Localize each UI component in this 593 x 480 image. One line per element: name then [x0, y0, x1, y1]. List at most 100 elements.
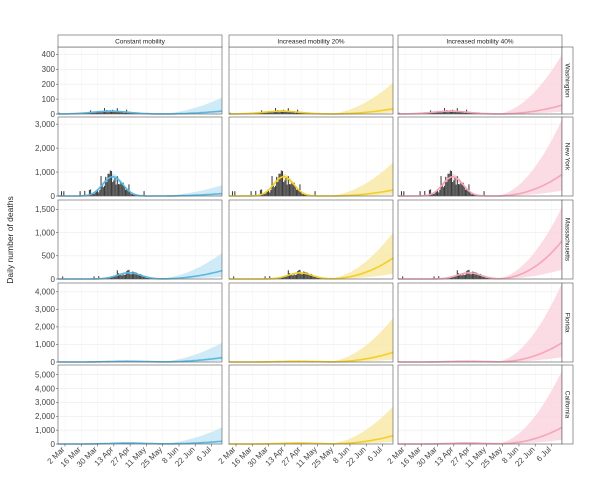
y-axis-title: Daily number of deaths	[5, 196, 15, 283]
observed-bar	[463, 274, 465, 279]
observed-bar	[299, 269, 301, 279]
observed-bar	[94, 112, 96, 114]
observed-bar	[124, 111, 126, 114]
observed-bar	[453, 111, 455, 114]
observed-bar	[123, 112, 125, 114]
y-tick-label: 1,000	[35, 426, 56, 435]
panel-border	[228, 116, 394, 197]
observed-bar	[275, 185, 277, 196]
observed-bar	[140, 273, 142, 279]
observed-bar	[255, 190, 257, 196]
panel-border	[57, 364, 223, 445]
observed-bar	[462, 111, 464, 114]
observed-bar	[299, 112, 301, 114]
observed-bar	[145, 278, 147, 279]
observed-bar	[110, 171, 113, 196]
observed-bar	[290, 184, 292, 196]
observed-bar	[288, 273, 291, 279]
observed-bar	[457, 112, 460, 114]
observed-bar	[484, 276, 486, 279]
observed-bar	[312, 274, 314, 279]
observed-bar	[467, 270, 469, 279]
observed-bar	[93, 111, 95, 114]
observed-bar	[117, 184, 120, 196]
observed-bar	[84, 190, 86, 196]
x-tick-label: 6 Jul	[535, 445, 553, 463]
observed-bar	[137, 274, 139, 279]
observed-bar	[276, 111, 278, 114]
observed-bar	[273, 187, 275, 196]
observed-bar	[461, 183, 463, 196]
observed-bar	[109, 277, 111, 279]
observed-bar	[279, 278, 281, 279]
observed-bar	[113, 275, 115, 279]
observed-bar	[93, 276, 95, 279]
observed-bar	[450, 111, 453, 114]
observed-bar	[278, 278, 280, 279]
row-strip	[561, 46, 574, 115]
mean-line	[398, 173, 563, 197]
observed-bar	[295, 189, 297, 196]
row-strip	[561, 364, 574, 445]
y-tick-label: 200	[42, 80, 56, 89]
observed-bar	[488, 277, 490, 279]
row-strip	[561, 282, 574, 363]
y-tick-label: 0	[51, 110, 56, 119]
observed-bar	[449, 277, 451, 279]
y-tick-label: 1,000	[35, 228, 56, 237]
observed-bar	[284, 111, 286, 114]
observed-bar	[437, 189, 439, 196]
observed-bar	[471, 193, 473, 196]
y-tick-label: 3,000	[35, 398, 56, 407]
column-strip	[57, 34, 223, 48]
observed-bar	[306, 195, 308, 196]
observed-bar	[108, 278, 110, 279]
observed-bar	[264, 276, 266, 279]
observed-bar	[314, 191, 316, 196]
observed-bar	[455, 184, 457, 196]
column-strip-label: Constant mobility	[115, 39, 166, 46]
observed-bar	[442, 110, 444, 114]
observed-bar	[283, 181, 285, 196]
observed-bar	[288, 112, 291, 114]
observed-bar	[136, 273, 138, 279]
observed-bar	[439, 189, 441, 196]
observed-bar	[143, 191, 145, 196]
observed-bar	[286, 111, 288, 114]
observed-bar	[455, 111, 457, 114]
observed-bar	[135, 195, 137, 196]
y-tick-label: 5,000	[35, 371, 56, 380]
y-tick-label: 300	[42, 65, 56, 74]
uncertainty-band	[58, 173, 222, 196]
observed-bar	[126, 189, 128, 196]
observed-bar	[461, 112, 463, 114]
observed-bar	[133, 271, 135, 279]
observed-bar	[302, 193, 304, 196]
observed-bar	[459, 111, 461, 114]
observed-bar	[300, 191, 302, 196]
y-tick-label: 2,000	[35, 144, 56, 153]
observed-bar	[268, 189, 270, 196]
observed-bar	[288, 184, 291, 196]
observed-bar	[459, 274, 461, 279]
observed-bar	[306, 272, 308, 279]
observed-bar	[127, 112, 129, 114]
observed-bar	[130, 274, 132, 279]
observed-bar	[142, 276, 144, 279]
y-tick-label: 400	[42, 50, 56, 59]
observed-bar	[475, 195, 477, 196]
observed-bar	[468, 112, 470, 114]
observed-bar	[112, 181, 114, 196]
panel-border	[228, 199, 394, 280]
observed-bar	[487, 277, 489, 279]
observed-bar	[129, 274, 131, 279]
observed-bar	[294, 112, 296, 114]
observed-bar	[302, 271, 304, 279]
observed-bar	[122, 182, 124, 196]
observed-bar	[294, 274, 296, 279]
observed-bar	[454, 176, 456, 196]
observed-bar	[304, 271, 306, 279]
observed-bar	[278, 112, 280, 114]
mean-line	[228, 108, 394, 115]
observed-bar	[447, 112, 449, 114]
